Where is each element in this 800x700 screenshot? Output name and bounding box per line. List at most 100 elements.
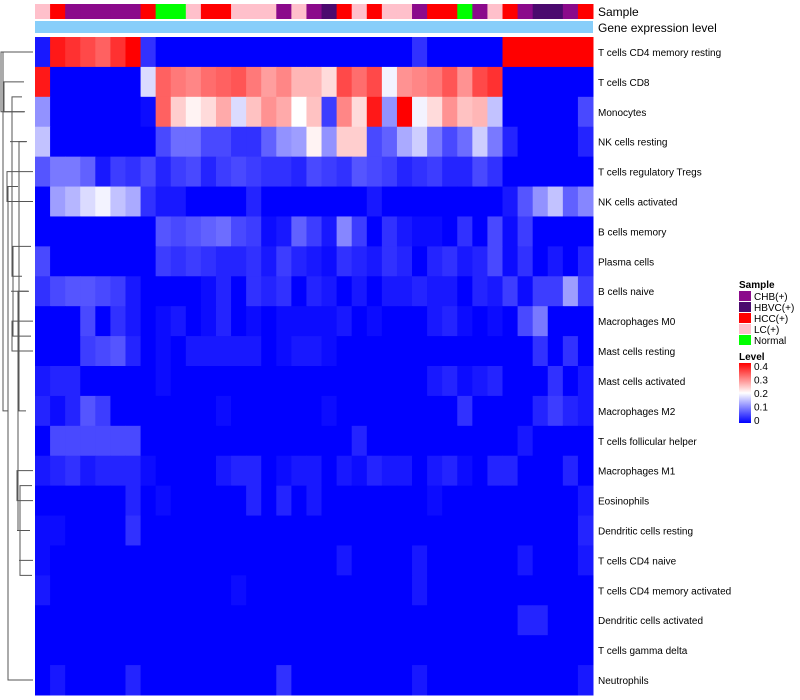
heatmap-cell — [261, 366, 277, 397]
heatmap-cell — [336, 635, 353, 666]
heatmap-cell — [276, 635, 292, 666]
heatmap-cell — [215, 605, 232, 636]
heatmap-cell — [547, 665, 564, 696]
sample-cell — [170, 4, 187, 19]
heatmap-cell — [381, 366, 398, 397]
heatmap-cell — [170, 485, 187, 517]
heatmap-cell — [532, 635, 549, 666]
heatmap-cell — [381, 395, 398, 427]
heatmap-cell — [502, 246, 519, 277]
heatmap-cell — [306, 186, 323, 217]
heatmap-cell — [291, 575, 307, 606]
heatmap-cell — [50, 575, 66, 606]
heatmap-cell — [502, 126, 519, 158]
level-tick-label: 0.3 — [754, 376, 768, 387]
heatmap-cell — [306, 276, 323, 307]
heatmap-cell — [231, 216, 247, 247]
heatmap-cell — [457, 635, 473, 666]
heatmap-cell — [246, 66, 262, 98]
heatmap-cell — [170, 425, 187, 457]
heatmap-cell — [231, 156, 247, 188]
heatmap-cell — [577, 306, 594, 337]
sample-cell — [532, 4, 549, 19]
heatmap-cell — [502, 96, 519, 128]
heatmap-cell — [231, 665, 247, 696]
sample-cell — [502, 4, 519, 19]
heatmap-cell — [321, 455, 338, 487]
row-label: Macrophages M0 — [598, 317, 676, 328]
heatmap-cell — [532, 216, 549, 247]
heatmap-cell — [351, 545, 368, 576]
heatmap-cell — [261, 336, 277, 367]
heatmap-cell — [35, 186, 51, 217]
heatmap-cell — [577, 485, 594, 517]
heatmap-cell — [577, 37, 594, 68]
heatmap-cell — [276, 425, 292, 457]
heatmap-cell — [80, 485, 96, 517]
heatmap-cell — [125, 96, 142, 128]
heatmap-cell — [502, 216, 519, 247]
heatmap-cell — [547, 216, 564, 247]
heatmap-cell — [200, 605, 217, 636]
heatmap-cell — [95, 515, 111, 546]
heatmap-cell — [200, 336, 217, 367]
heatmap-cell — [125, 126, 142, 158]
heatmap-cell — [50, 665, 66, 696]
heatmap-cell — [95, 156, 111, 188]
heatmap-cell — [547, 37, 564, 68]
heatmap-cell — [321, 395, 338, 427]
heatmap-cell — [472, 485, 488, 517]
heatmap-cell — [487, 665, 504, 696]
heatmap-cell — [246, 37, 262, 68]
sample-cell — [140, 4, 157, 19]
heatmap-cell — [170, 246, 187, 277]
heatmap-cell — [50, 37, 66, 68]
heatmap-cell — [366, 635, 383, 666]
heatmap-cell — [80, 635, 96, 666]
heatmap-cell — [35, 37, 51, 68]
heatmap-cell — [276, 605, 292, 636]
heatmap-cell — [80, 186, 96, 217]
heatmap-cell — [502, 635, 519, 666]
heatmap-cell — [502, 306, 519, 337]
heatmap-cell — [336, 186, 353, 217]
sample-cell — [517, 4, 534, 19]
heatmap-cell — [412, 156, 428, 188]
heatmap-cell — [336, 665, 353, 696]
heatmap-cell — [472, 126, 488, 158]
heatmap-cell — [396, 635, 413, 666]
heatmap-cell — [547, 276, 564, 307]
heatmap-cell — [502, 425, 519, 457]
heatmap-cell — [427, 665, 443, 696]
heatmap-cell — [427, 455, 443, 487]
heatmap-cell — [231, 515, 247, 546]
heatmap-cell — [65, 96, 81, 128]
heatmap-cell — [276, 515, 292, 546]
heatmap-cell — [140, 216, 157, 247]
heatmap-cell — [261, 485, 277, 517]
heatmap-cell — [170, 126, 187, 158]
heatmap-cell — [562, 485, 579, 517]
heatmap-cell — [532, 366, 549, 397]
heatmap-cell — [562, 425, 579, 457]
heatmap-cell — [366, 425, 383, 457]
heatmap-cell — [110, 366, 126, 397]
heatmap-cell — [65, 515, 81, 546]
heatmap-cell — [457, 306, 473, 337]
heatmap-cell — [412, 395, 428, 427]
heatmap-cell — [517, 156, 534, 188]
heatmap-cell — [577, 186, 594, 217]
heatmap-cell — [487, 66, 504, 98]
heatmap-cell — [502, 455, 519, 487]
heatmap-cell — [291, 605, 307, 636]
heatmap-cell — [65, 126, 81, 158]
heatmap-cell — [577, 605, 594, 636]
heatmap-cell — [412, 366, 428, 397]
heatmap-cell — [231, 96, 247, 128]
heatmap-cell — [562, 575, 579, 606]
heatmap-cell — [562, 216, 579, 247]
heatmap-cell — [472, 306, 488, 337]
sample-cell — [336, 4, 353, 19]
heatmap-cell — [442, 455, 458, 487]
heatmap-cell — [185, 455, 202, 487]
